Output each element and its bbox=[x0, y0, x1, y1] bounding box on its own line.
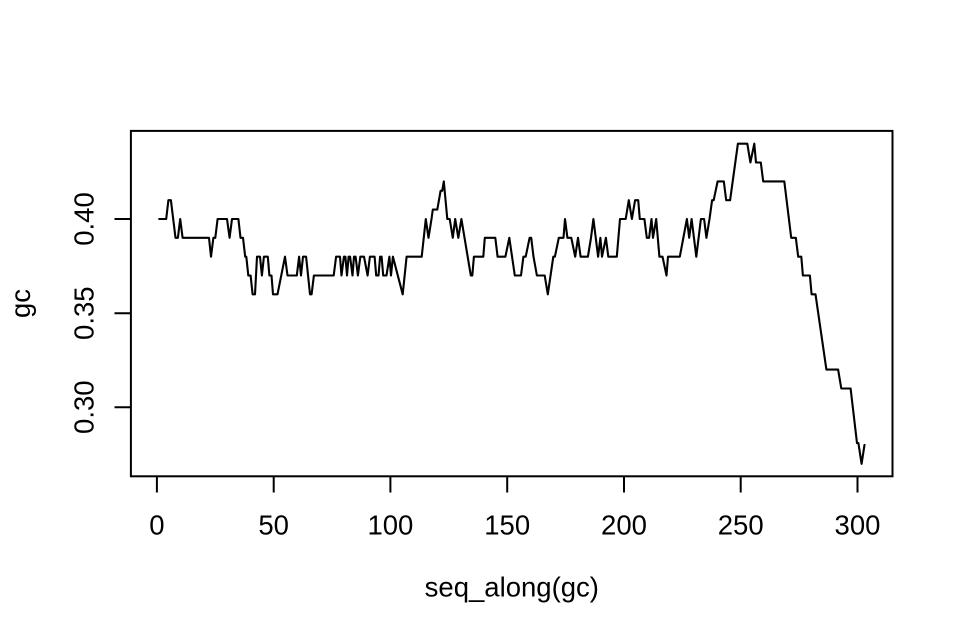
svg-text:200: 200 bbox=[601, 510, 647, 541]
svg-text:50: 50 bbox=[258, 510, 289, 541]
svg-text:0.30: 0.30 bbox=[68, 380, 99, 434]
svg-text:0: 0 bbox=[149, 510, 164, 541]
svg-text:0.40: 0.40 bbox=[68, 192, 99, 246]
svg-text:0.35: 0.35 bbox=[68, 286, 99, 340]
svg-text:seq_along(gc): seq_along(gc) bbox=[425, 572, 599, 603]
svg-text:150: 150 bbox=[484, 510, 530, 541]
svg-text:100: 100 bbox=[367, 510, 413, 541]
svg-text:300: 300 bbox=[835, 510, 881, 541]
svg-text:gc: gc bbox=[5, 289, 36, 318]
svg-text:250: 250 bbox=[718, 510, 764, 541]
